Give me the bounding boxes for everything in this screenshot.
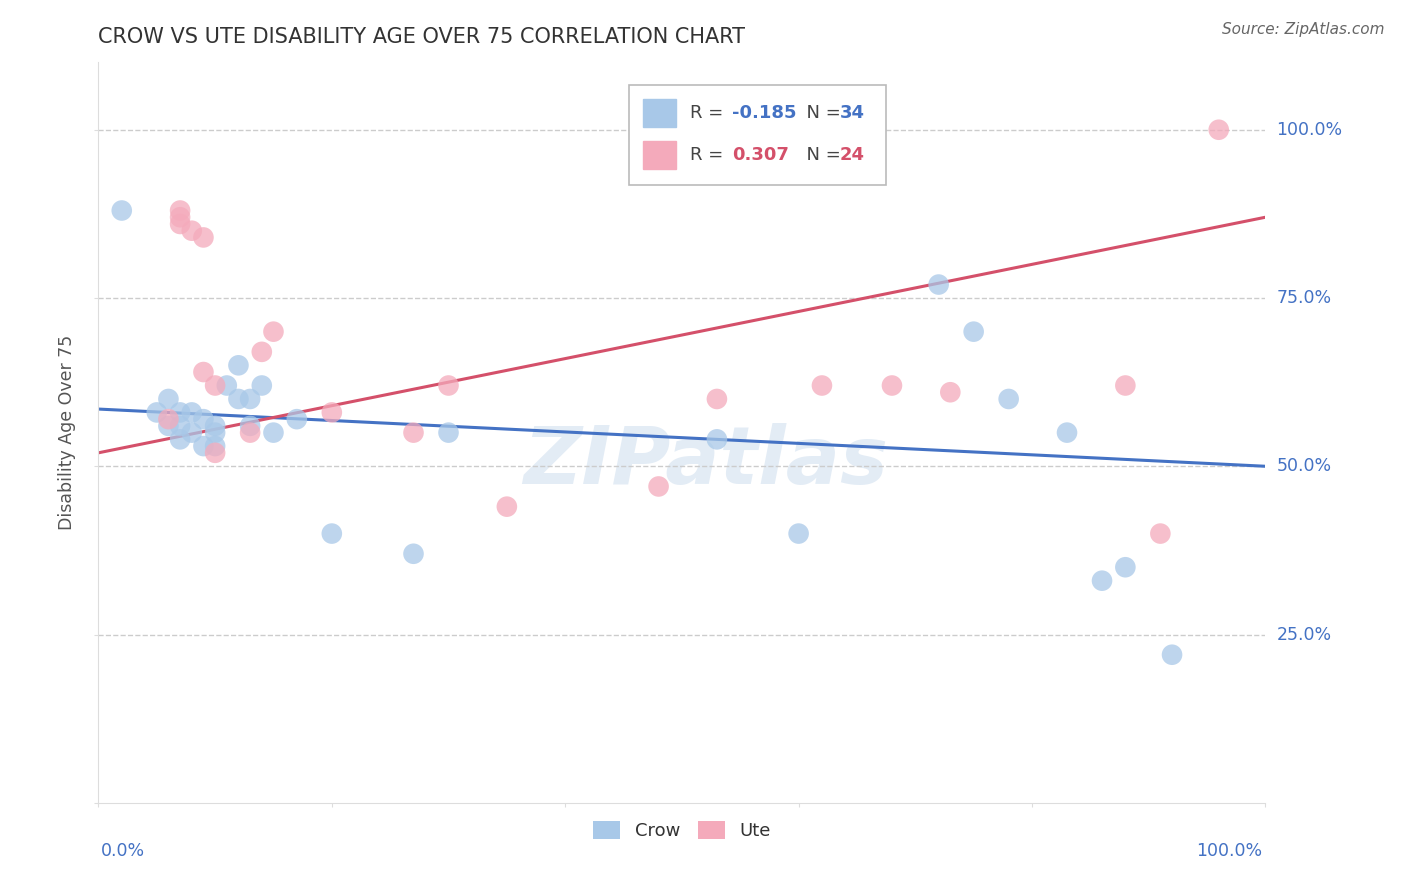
Point xyxy=(787,526,810,541)
Point xyxy=(437,378,460,392)
Text: 25.0%: 25.0% xyxy=(1277,625,1331,643)
Text: 24: 24 xyxy=(839,146,865,164)
Text: -0.185: -0.185 xyxy=(733,103,797,122)
Point xyxy=(402,425,425,440)
Point xyxy=(285,412,308,426)
Point xyxy=(169,217,191,231)
Point xyxy=(997,392,1019,406)
Point xyxy=(169,405,191,419)
Text: 0.307: 0.307 xyxy=(733,146,789,164)
Point xyxy=(321,526,343,541)
Point xyxy=(647,479,669,493)
Point xyxy=(169,203,191,218)
Point xyxy=(204,378,226,392)
Point xyxy=(169,211,191,225)
Point xyxy=(1161,648,1184,662)
FancyBboxPatch shape xyxy=(630,85,886,185)
Y-axis label: Disability Age Over 75: Disability Age Over 75 xyxy=(58,335,76,530)
Text: 100.0%: 100.0% xyxy=(1277,120,1343,139)
Point xyxy=(157,418,180,433)
Point xyxy=(811,378,834,392)
Point xyxy=(180,405,202,419)
Text: 75.0%: 75.0% xyxy=(1277,289,1331,307)
Point xyxy=(262,325,284,339)
FancyBboxPatch shape xyxy=(644,99,676,127)
Point xyxy=(204,418,226,433)
Point xyxy=(262,425,284,440)
Point xyxy=(437,425,460,440)
Text: 100.0%: 100.0% xyxy=(1197,842,1263,860)
Point xyxy=(180,425,202,440)
Point xyxy=(239,425,262,440)
Point xyxy=(157,412,180,426)
Point xyxy=(939,385,962,400)
Text: N =: N = xyxy=(796,103,846,122)
Point xyxy=(706,392,728,406)
Point xyxy=(146,405,169,419)
Point xyxy=(962,325,984,339)
Text: Source: ZipAtlas.com: Source: ZipAtlas.com xyxy=(1222,22,1385,37)
Point xyxy=(250,378,273,392)
Text: N =: N = xyxy=(796,146,846,164)
Point xyxy=(1091,574,1114,588)
Text: R =: R = xyxy=(690,146,730,164)
Point xyxy=(111,203,134,218)
Point xyxy=(1114,560,1136,574)
Text: CROW VS UTE DISABILITY AGE OVER 75 CORRELATION CHART: CROW VS UTE DISABILITY AGE OVER 75 CORRE… xyxy=(98,27,745,47)
Point xyxy=(1208,122,1230,136)
Point xyxy=(193,439,215,453)
Point xyxy=(250,344,273,359)
Point xyxy=(496,500,519,514)
Point xyxy=(228,392,250,406)
Point xyxy=(880,378,903,392)
Point xyxy=(321,405,343,419)
Legend: Crow, Ute: Crow, Ute xyxy=(583,812,780,849)
Point xyxy=(169,433,191,447)
Point xyxy=(239,418,262,433)
Point xyxy=(204,425,226,440)
FancyBboxPatch shape xyxy=(644,141,676,169)
Text: ZIPatlas: ZIPatlas xyxy=(523,423,887,501)
Text: 50.0%: 50.0% xyxy=(1277,458,1331,475)
Text: 34: 34 xyxy=(839,103,865,122)
Point xyxy=(193,412,215,426)
Point xyxy=(1114,378,1136,392)
Point xyxy=(180,224,202,238)
Text: 0.0%: 0.0% xyxy=(101,842,145,860)
Point xyxy=(215,378,238,392)
Point xyxy=(193,230,215,244)
Point xyxy=(1149,526,1171,541)
Point xyxy=(204,439,226,453)
Point xyxy=(193,365,215,379)
Point xyxy=(169,418,191,433)
Point xyxy=(228,359,250,373)
Point xyxy=(157,392,180,406)
Point xyxy=(1056,425,1078,440)
Point xyxy=(239,392,262,406)
Point xyxy=(706,433,728,447)
Point xyxy=(204,446,226,460)
Text: R =: R = xyxy=(690,103,730,122)
Point xyxy=(402,547,425,561)
Point xyxy=(928,277,950,292)
